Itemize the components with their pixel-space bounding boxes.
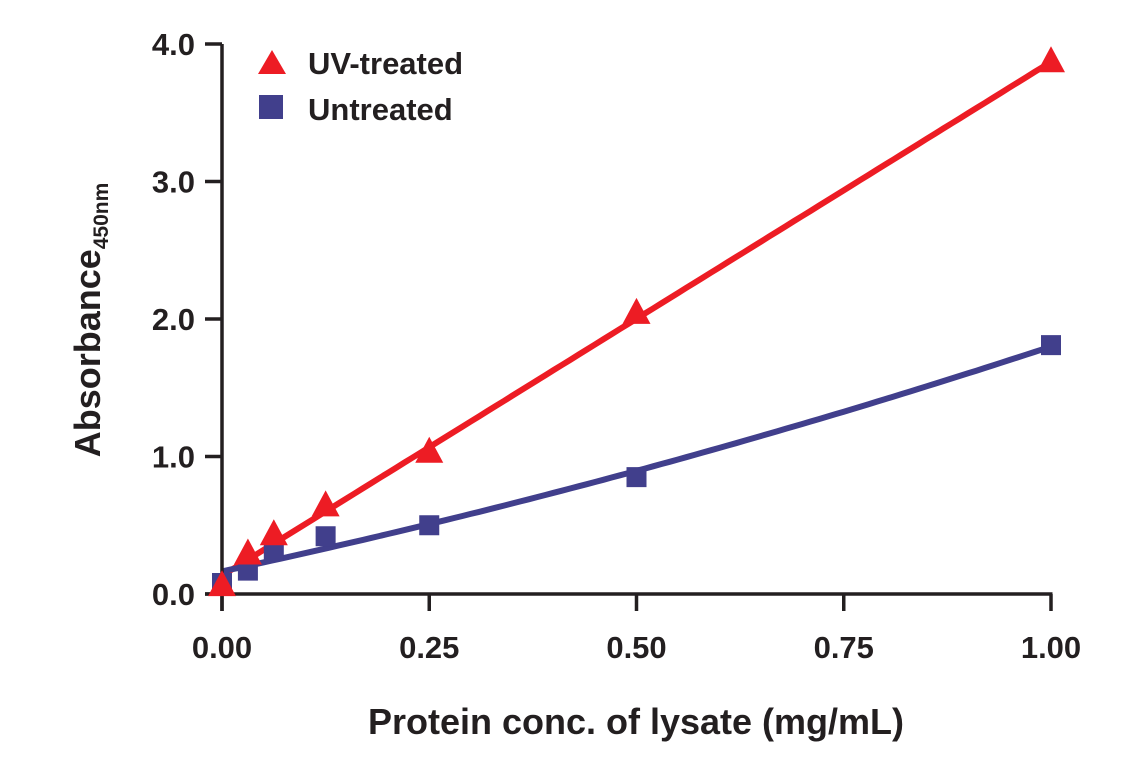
legend-square-icon xyxy=(259,95,283,119)
y-tick-label: 2.0 xyxy=(152,302,195,337)
data-point-untreated xyxy=(626,467,647,488)
y-tick-label: 4.0 xyxy=(152,27,195,62)
x-axis-title: Protein conc. of lysate (mg/mL) xyxy=(368,701,904,742)
data-point-untreated xyxy=(315,526,336,547)
y-axis-title-main: Absorbance xyxy=(67,249,108,457)
data-point-untreated xyxy=(237,560,258,581)
x-tick-label: 0.00 xyxy=(192,630,252,665)
data-point-untreated xyxy=(1041,335,1061,356)
legend: UV-treated Untreated xyxy=(258,46,463,127)
fit-line-untreated xyxy=(221,343,1052,575)
x-tick-label: 0.25 xyxy=(399,630,459,665)
data-markers xyxy=(208,46,1065,597)
data-point-uv-treated xyxy=(208,570,236,597)
y-axis-title: Absorbance450nm xyxy=(67,183,113,458)
y-tick-label: 1.0 xyxy=(152,440,195,475)
x-tick-label: 1.00 xyxy=(1021,630,1081,665)
y-tick-label: 0.0 xyxy=(152,577,195,612)
data-point-uv-treated xyxy=(259,519,288,546)
data-point-uv-treated xyxy=(1037,46,1065,73)
legend-label-untreated: Untreated xyxy=(308,92,453,127)
data-point-uv-treated xyxy=(622,297,651,324)
data-point-uv-treated xyxy=(311,490,340,517)
data-point-untreated xyxy=(419,515,440,536)
x-ticks: 0.00 0.25 0.50 0.75 1.00 xyxy=(192,594,1081,665)
legend-item-uv-treated: UV-treated xyxy=(258,46,463,81)
x-tick-label: 0.50 xyxy=(606,630,666,665)
data-point-uv-treated xyxy=(415,436,444,463)
y-tick-label: 3.0 xyxy=(152,165,195,200)
y-ticks: 0.0 1.0 2.0 3.0 4.0 xyxy=(152,27,222,612)
data-point-uv-treated xyxy=(233,538,262,565)
x-tick-label: 0.75 xyxy=(814,630,874,665)
legend-label-uv-treated: UV-treated xyxy=(308,46,463,81)
legend-item-untreated: Untreated xyxy=(259,92,453,127)
y-axis-title-subscript: 450nm xyxy=(90,183,113,250)
legend-triangle-icon xyxy=(258,50,286,74)
axes: 0.0 1.0 2.0 3.0 4.0 0.00 0.25 0.50 0.75 1.00 xyxy=(152,27,1081,665)
